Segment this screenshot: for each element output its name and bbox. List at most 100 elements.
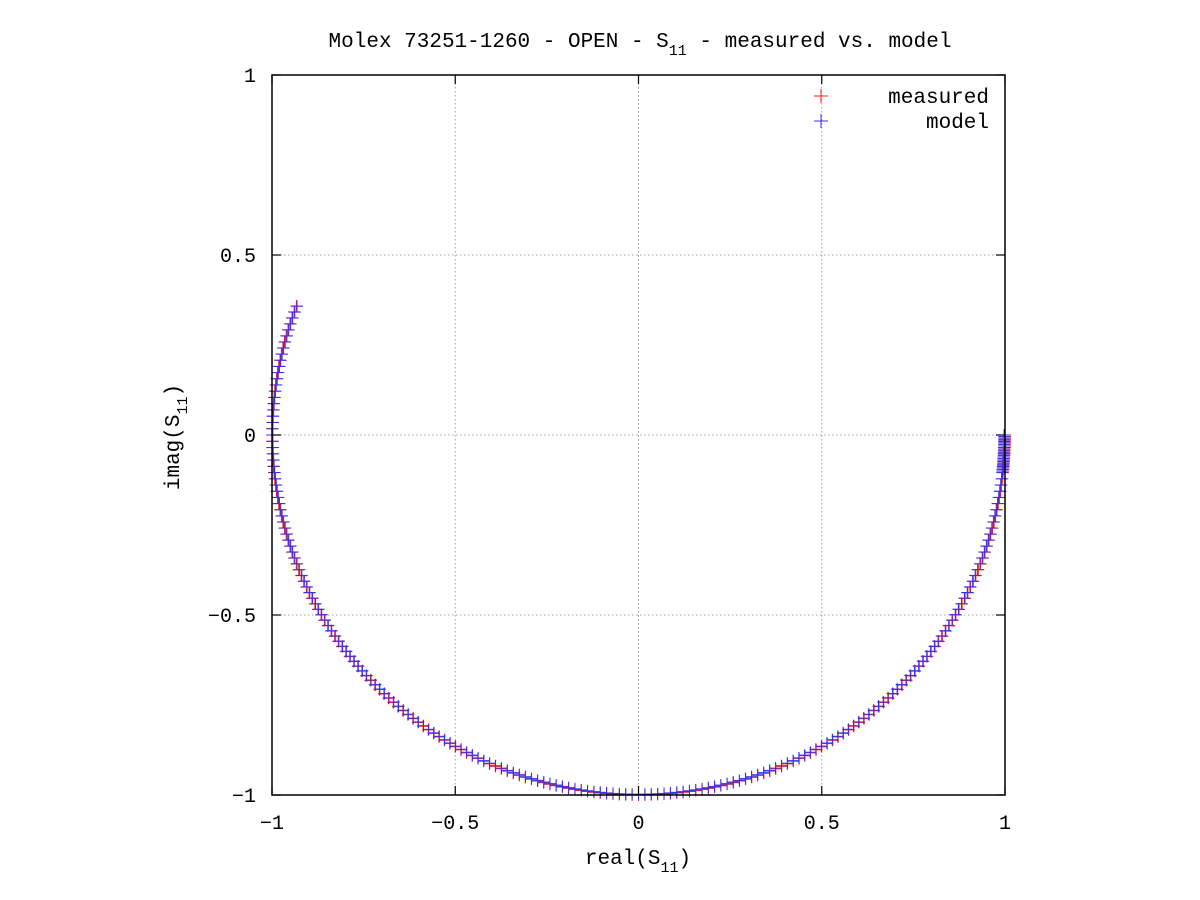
point-model <box>575 783 588 796</box>
y-tick-label: 0 <box>244 426 256 449</box>
ticks <box>271 74 1006 796</box>
x-axis-label: real(S11) <box>585 848 691 877</box>
point-model <box>837 726 850 739</box>
point-model <box>291 300 304 313</box>
point-model <box>787 754 800 767</box>
point-model <box>279 521 292 534</box>
point-model <box>325 624 338 637</box>
point-model <box>996 466 1009 479</box>
point-model <box>272 366 285 379</box>
point-model <box>556 780 569 793</box>
point-model <box>689 783 702 796</box>
x-tick-label: 0 <box>632 813 644 836</box>
series-model <box>266 300 1011 801</box>
point-model <box>757 766 770 779</box>
chart-title: Molex 73251-1260 - OPEN - S11 - measured… <box>329 31 952 60</box>
point-model <box>271 485 284 498</box>
point-model <box>804 746 817 759</box>
x-tick-labels: −1 −0.5 0 0.5 1 <box>260 813 1011 836</box>
point-model <box>544 777 557 790</box>
point-model <box>279 336 292 349</box>
point-model <box>739 772 752 785</box>
point-model <box>594 786 607 799</box>
point-model <box>295 569 308 582</box>
point-model <box>831 730 844 743</box>
point-model <box>272 491 285 504</box>
point-model <box>997 454 1010 467</box>
point-model <box>309 597 322 610</box>
point-model <box>980 540 993 553</box>
point-model <box>963 580 976 593</box>
point-model <box>587 785 600 798</box>
point-model <box>985 521 998 534</box>
point-model <box>708 780 721 793</box>
point-model <box>600 786 613 799</box>
point-model <box>763 764 776 777</box>
legend-marker-measured <box>814 89 828 103</box>
point-model <box>507 766 520 779</box>
point-model <box>984 528 997 541</box>
point-model <box>720 777 733 790</box>
point-model <box>537 776 550 789</box>
point-model <box>988 509 1001 522</box>
point-model <box>274 503 287 516</box>
point-model <box>946 614 959 627</box>
legend-label-model: model <box>926 112 989 135</box>
point-model <box>525 772 538 785</box>
point-model <box>282 323 295 336</box>
point-model <box>792 751 805 764</box>
point-model <box>826 733 839 746</box>
point-model <box>978 545 991 558</box>
x-tick-label: −1 <box>260 813 284 836</box>
point-model <box>958 592 971 605</box>
point-model <box>303 586 316 599</box>
point-model <box>670 786 683 799</box>
point-model <box>284 317 297 330</box>
point-model <box>969 569 982 582</box>
point-model <box>449 740 462 753</box>
point-model <box>513 768 526 781</box>
point-model <box>472 751 485 764</box>
point-model <box>268 466 281 479</box>
point-model <box>288 551 301 564</box>
point-model <box>714 779 727 792</box>
point-model <box>562 781 575 794</box>
point-model <box>301 580 314 593</box>
point-model <box>288 306 301 319</box>
point-model <box>284 540 297 553</box>
point-model <box>280 528 293 541</box>
y-tick-label: −0.5 <box>208 606 256 629</box>
legend-marker-model <box>814 114 828 128</box>
point-model <box>276 509 289 522</box>
legend-item-measured: measured <box>814 87 989 110</box>
y-tick-label: 0.5 <box>220 246 256 269</box>
point-model <box>455 743 468 756</box>
point-model <box>286 545 299 558</box>
point-model <box>271 372 284 385</box>
legend-label-measured: measured <box>888 87 989 110</box>
point-model <box>477 754 490 767</box>
point-model <box>318 614 331 627</box>
point-model <box>820 736 833 749</box>
point-model <box>976 551 989 564</box>
y-tick-label: −1 <box>232 786 256 809</box>
point-model <box>489 759 502 772</box>
x-tick-label: 0.5 <box>804 813 840 836</box>
point-model <box>966 575 979 588</box>
point-model <box>273 360 286 373</box>
point-model <box>268 460 281 473</box>
point-model <box>267 403 280 416</box>
point-model <box>815 740 828 753</box>
legend-item-model: model <box>814 112 989 135</box>
point-model <box>276 348 289 361</box>
point-model <box>444 736 457 749</box>
point-model <box>519 770 532 783</box>
point-model <box>961 586 974 599</box>
point-model <box>990 503 1003 516</box>
point-model <box>769 762 782 775</box>
point-model <box>291 557 304 570</box>
point-model <box>751 768 764 781</box>
y-tick-labels: −1 −0.5 0 0.5 1 <box>208 66 256 809</box>
point-model <box>268 397 281 410</box>
